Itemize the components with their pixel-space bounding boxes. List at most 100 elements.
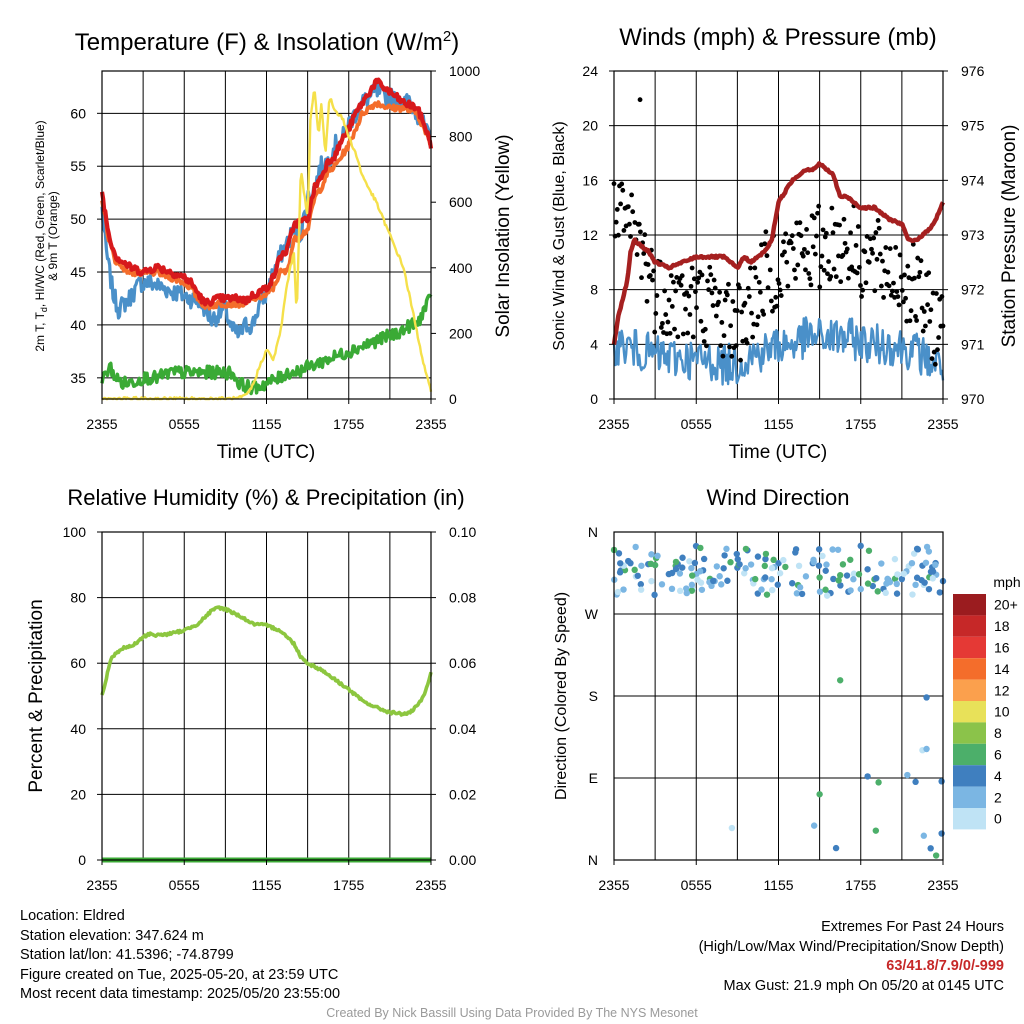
direction-point — [672, 565, 680, 573]
direction-point — [923, 694, 930, 701]
y-tick-label: 50 — [70, 211, 86, 227]
direction-point — [762, 550, 770, 558]
x-tick-label: 1155 — [251, 416, 281, 432]
gust-point — [826, 259, 831, 264]
direction-point — [839, 561, 847, 568]
colorbar-swatch — [953, 658, 986, 680]
direction-point — [850, 570, 858, 577]
gust-point — [644, 298, 650, 304]
direction-point — [631, 566, 638, 574]
direction-point — [720, 565, 727, 572]
gust-point — [862, 249, 868, 255]
direction-point — [823, 592, 831, 599]
direction-point — [875, 779, 882, 786]
gust-point — [616, 232, 621, 238]
x-tick-label: 1155 — [763, 416, 793, 432]
gust-point — [814, 233, 819, 239]
wind-direction-left-axis-label: Direction (Colored By Speed) — [553, 592, 570, 800]
wind-panel-title: Winds (mph) & Pressure (mb) — [619, 24, 936, 51]
direction-point — [742, 545, 750, 553]
temperature-x-axis-label: Time (UTC) — [217, 442, 316, 463]
y-tick-label: 40 — [70, 721, 86, 737]
gust-point — [896, 302, 902, 308]
gust-point — [833, 274, 839, 280]
gust-point — [614, 207, 620, 212]
direction-point — [912, 581, 919, 589]
x-tick-label: 1755 — [845, 416, 876, 432]
gust-point — [848, 230, 853, 236]
direction-point — [713, 563, 721, 570]
gust-point — [744, 340, 750, 346]
gust-point — [679, 273, 685, 279]
direction-point — [815, 546, 823, 553]
gust-point — [639, 275, 644, 281]
gust-point — [917, 269, 923, 275]
gust-point — [638, 229, 643, 235]
colorbar-label: 10 — [994, 704, 1010, 720]
gust-point — [831, 266, 837, 272]
direction-point — [882, 589, 889, 597]
gust-point — [810, 244, 816, 250]
gust-point — [728, 323, 734, 329]
gust-point — [663, 312, 669, 317]
direction-point — [768, 576, 775, 583]
direction-point — [857, 542, 864, 550]
direction-point — [782, 563, 789, 571]
direction-point — [696, 568, 704, 575]
direction-point — [836, 677, 844, 684]
red-series-line — [99, 77, 434, 307]
direction-point — [617, 560, 624, 567]
gust-point — [645, 262, 651, 267]
wind-panel: Winds (mph) & Pressure (mb) 2355 0555 1155… — [551, 24, 1020, 463]
gust-point — [628, 234, 633, 239]
gust-point — [837, 222, 842, 228]
direction-point — [932, 561, 939, 569]
gust-point — [933, 291, 939, 296]
direction-point — [857, 585, 864, 593]
direction-point — [872, 827, 880, 834]
gust-point — [870, 250, 875, 256]
y-tick-label: 35 — [70, 370, 86, 386]
direction-point — [893, 580, 900, 588]
direction-point — [864, 566, 871, 573]
gust-point — [789, 233, 795, 239]
wind-left-axis-label: Sonic Wind & Gust (Blue, Black) — [551, 121, 568, 350]
gust-point — [734, 308, 740, 314]
gust-point — [687, 312, 693, 317]
gust-point — [873, 230, 879, 235]
y2-tick-label: 971 — [961, 336, 985, 352]
direction-point — [798, 590, 806, 598]
gust-point — [699, 272, 705, 278]
gust-point — [855, 224, 861, 229]
gust-point — [742, 300, 748, 306]
gust-point — [840, 252, 846, 258]
direction-point — [793, 590, 801, 597]
gust-point — [668, 273, 674, 278]
gust-point — [931, 349, 937, 355]
gust-point — [753, 274, 759, 280]
gust-point — [729, 353, 735, 359]
gust-point — [727, 344, 732, 350]
direction-point — [697, 544, 704, 552]
gust-point — [911, 275, 917, 281]
gust-point — [886, 283, 892, 289]
direction-point — [774, 581, 781, 588]
gust-point — [716, 299, 721, 305]
direction-point — [832, 844, 840, 852]
direction-point — [723, 545, 730, 553]
y2-tick-label: 0.04 — [449, 721, 476, 737]
direction-point — [816, 588, 824, 595]
gust-point — [774, 303, 780, 309]
y2-tick-label: 0.00 — [449, 852, 476, 868]
y2-tick-label: 600 — [449, 194, 473, 210]
gust-point — [869, 246, 874, 252]
colorbar-swatch — [953, 786, 986, 808]
direction-point — [769, 586, 776, 594]
gust-point — [683, 306, 688, 312]
y-tick-label: N — [588, 852, 598, 868]
rh_green-series-line — [100, 605, 433, 717]
direction-point — [724, 577, 731, 584]
gust-point — [910, 241, 916, 247]
